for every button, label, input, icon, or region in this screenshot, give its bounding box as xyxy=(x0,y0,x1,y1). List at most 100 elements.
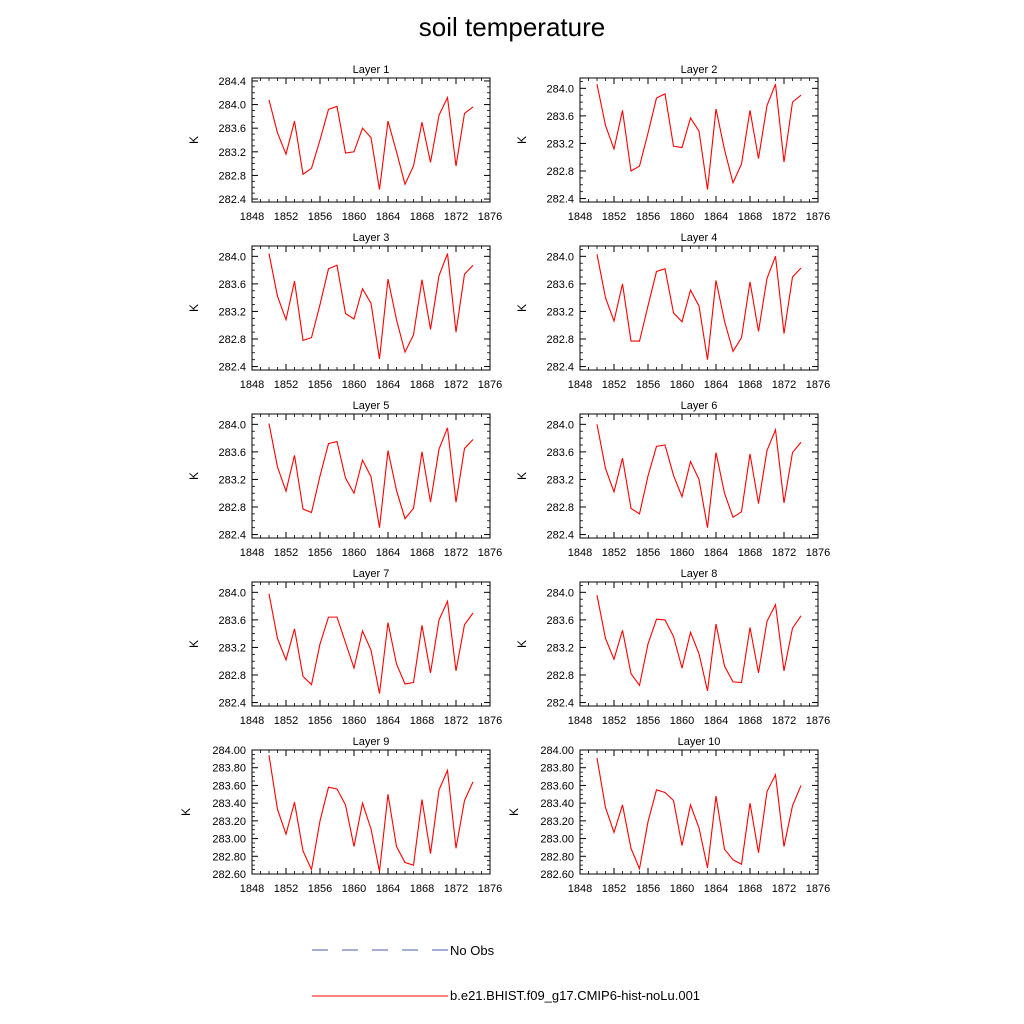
panel-5-xtick-label: 1856 xyxy=(308,547,332,559)
panel-6-xtick-label: 1872 xyxy=(772,547,796,559)
panel-6-ytick-label: 283.2 xyxy=(546,474,574,486)
panel-6-xtick-label: 1856 xyxy=(636,547,660,559)
panel-5-ytick-label: 282.8 xyxy=(218,502,246,514)
panel-3-title: Layer 3 xyxy=(353,232,390,244)
panel-3-xtick-label: 1848 xyxy=(240,379,264,391)
panel-7-xtick-label: 1860 xyxy=(342,715,366,727)
panel-5-ytick-label: 283.6 xyxy=(218,447,246,459)
panel-6-title: Layer 6 xyxy=(681,400,718,412)
panel-3-xtick-label: 1864 xyxy=(376,379,400,391)
panel-4-ytick-label: 282.4 xyxy=(546,362,574,374)
panel-8-ytick-label: 284.0 xyxy=(546,587,574,599)
panel-9-ytick-label: 282.80 xyxy=(212,851,246,863)
panel-8-xtick-label: 1848 xyxy=(568,715,592,727)
panel-10-ytick-label: 283.00 xyxy=(540,834,574,846)
panel-4-xtick-label: 1872 xyxy=(772,379,796,391)
legend-model-label: b.e21.BHIST.f09_g17.CMIP6-hist-noLu.001 xyxy=(450,988,700,1003)
panel-9-ytick-label: 283.00 xyxy=(212,834,246,846)
panel-6-ylabel: K xyxy=(515,472,529,480)
panel-10-xtick-label: 1872 xyxy=(772,883,796,895)
panel-3-xtick-label: 1876 xyxy=(478,379,502,391)
panel-1-title: Layer 1 xyxy=(353,64,390,76)
panel-8-ylabel: K xyxy=(515,640,529,648)
panel-4-xtick-label: 1876 xyxy=(806,379,830,391)
panel-1-ylabel: K xyxy=(187,136,201,144)
panel-1-ytick-label: 283.2 xyxy=(218,147,246,159)
panel-7-xtick-label: 1864 xyxy=(376,715,400,727)
panel-10-xtick-label: 1856 xyxy=(636,883,660,895)
panel-6-series-line xyxy=(596,424,802,528)
panel-2-ytick-label: 282.8 xyxy=(546,166,574,178)
panel-9-xtick-label: 1872 xyxy=(444,883,468,895)
panel-8-xtick-label: 1868 xyxy=(738,715,762,727)
panel-5-ylabel: K xyxy=(187,472,201,480)
panel-10-ytick-label: 282.80 xyxy=(540,851,574,863)
panel-7-frame xyxy=(251,581,491,707)
panel-9-ytick-label: 282.60 xyxy=(212,869,246,881)
panel-1-xtick-label: 1876 xyxy=(478,211,502,223)
panel-8-xtick-label: 1876 xyxy=(806,715,830,727)
panel-1-xtick-label: 1848 xyxy=(240,211,264,223)
panel-1-xtick-label: 1872 xyxy=(444,211,468,223)
panel-1-ytick-label: 283.6 xyxy=(218,123,246,135)
panel-6-ytick-label: 283.6 xyxy=(546,447,574,459)
panel-1-xtick-label: 1860 xyxy=(342,211,366,223)
panel-10-ytick-label: 283.20 xyxy=(540,816,574,828)
panel-10-series-line xyxy=(596,757,802,871)
panel-2-xtick-label: 1852 xyxy=(602,211,626,223)
panel-2-xtick-label: 1864 xyxy=(704,211,728,223)
panel-4-series-line xyxy=(596,254,802,360)
panel-1-xtick-label: 1864 xyxy=(376,211,400,223)
panel-2-xtick-label: 1848 xyxy=(568,211,592,223)
panel-4-ytick-label: 283.2 xyxy=(546,306,574,318)
panel-3-ytick-label: 282.4 xyxy=(218,362,246,374)
panel-4-xtick-label: 1848 xyxy=(568,379,592,391)
panel-4-ytick-label: 283.6 xyxy=(546,279,574,291)
panel-9-xtick-label: 1848 xyxy=(240,883,264,895)
panel-7-ytick-label: 283.6 xyxy=(218,615,246,627)
panel-1-ytick-label: 284.0 xyxy=(218,100,246,112)
panel-7-ylabel: K xyxy=(187,640,201,648)
panel-3-ytick-label: 284.0 xyxy=(218,251,246,263)
panel-5-xtick-label: 1872 xyxy=(444,547,468,559)
figure-title: soil temperature xyxy=(418,12,606,42)
panel-6-ytick-label: 282.8 xyxy=(546,502,574,514)
panel-1-xtick-label: 1856 xyxy=(308,211,332,223)
panel-7-xtick-label: 1848 xyxy=(240,715,264,727)
panel-5-xtick-label: 1852 xyxy=(274,547,298,559)
panel-8-ytick-label: 283.2 xyxy=(546,642,574,654)
panel-6-ytick-label: 282.4 xyxy=(546,530,574,542)
panel-4-xtick-label: 1852 xyxy=(602,379,626,391)
panel-10-ytick-label: 283.60 xyxy=(540,780,574,792)
panel-7-xtick-label: 1876 xyxy=(478,715,502,727)
panel-3-ylabel: K xyxy=(187,304,201,312)
panel-9-xtick-label: 1860 xyxy=(342,883,366,895)
panel-9-xtick-label: 1856 xyxy=(308,883,332,895)
panel-4-xtick-label: 1856 xyxy=(636,379,660,391)
panel-3-xtick-label: 1872 xyxy=(444,379,468,391)
panel-4-xtick-label: 1868 xyxy=(738,379,762,391)
panel-8-xtick-label: 1872 xyxy=(772,715,796,727)
panel-9-title: Layer 9 xyxy=(353,736,390,748)
panel-9-ytick-label: 283.40 xyxy=(212,798,246,810)
panel-9-xtick-label: 1868 xyxy=(410,883,434,895)
panel-1-ytick-label: 282.4 xyxy=(218,194,246,206)
panel-1-xtick-label: 1852 xyxy=(274,211,298,223)
panel-5-xtick-label: 1868 xyxy=(410,547,434,559)
panel-7-ytick-label: 283.2 xyxy=(218,642,246,654)
panel-5-ytick-label: 282.4 xyxy=(218,530,246,542)
panel-9-ylabel: K xyxy=(179,808,193,816)
panel-5-xtick-label: 1860 xyxy=(342,547,366,559)
panel-5-xtick-label: 1876 xyxy=(478,547,502,559)
panel-9-series-line xyxy=(268,755,474,872)
panel-3-ytick-label: 283.2 xyxy=(218,306,246,318)
panel-3-xtick-label: 1852 xyxy=(274,379,298,391)
panel-3-frame xyxy=(251,245,491,371)
panel-9-xtick-label: 1852 xyxy=(274,883,298,895)
panel-7-xtick-label: 1856 xyxy=(308,715,332,727)
panel-6-xtick-label: 1860 xyxy=(670,547,694,559)
panel-2-xtick-label: 1860 xyxy=(670,211,694,223)
panel-5-title: Layer 5 xyxy=(353,400,390,412)
panel-9-ytick-label: 284.00 xyxy=(212,745,246,757)
